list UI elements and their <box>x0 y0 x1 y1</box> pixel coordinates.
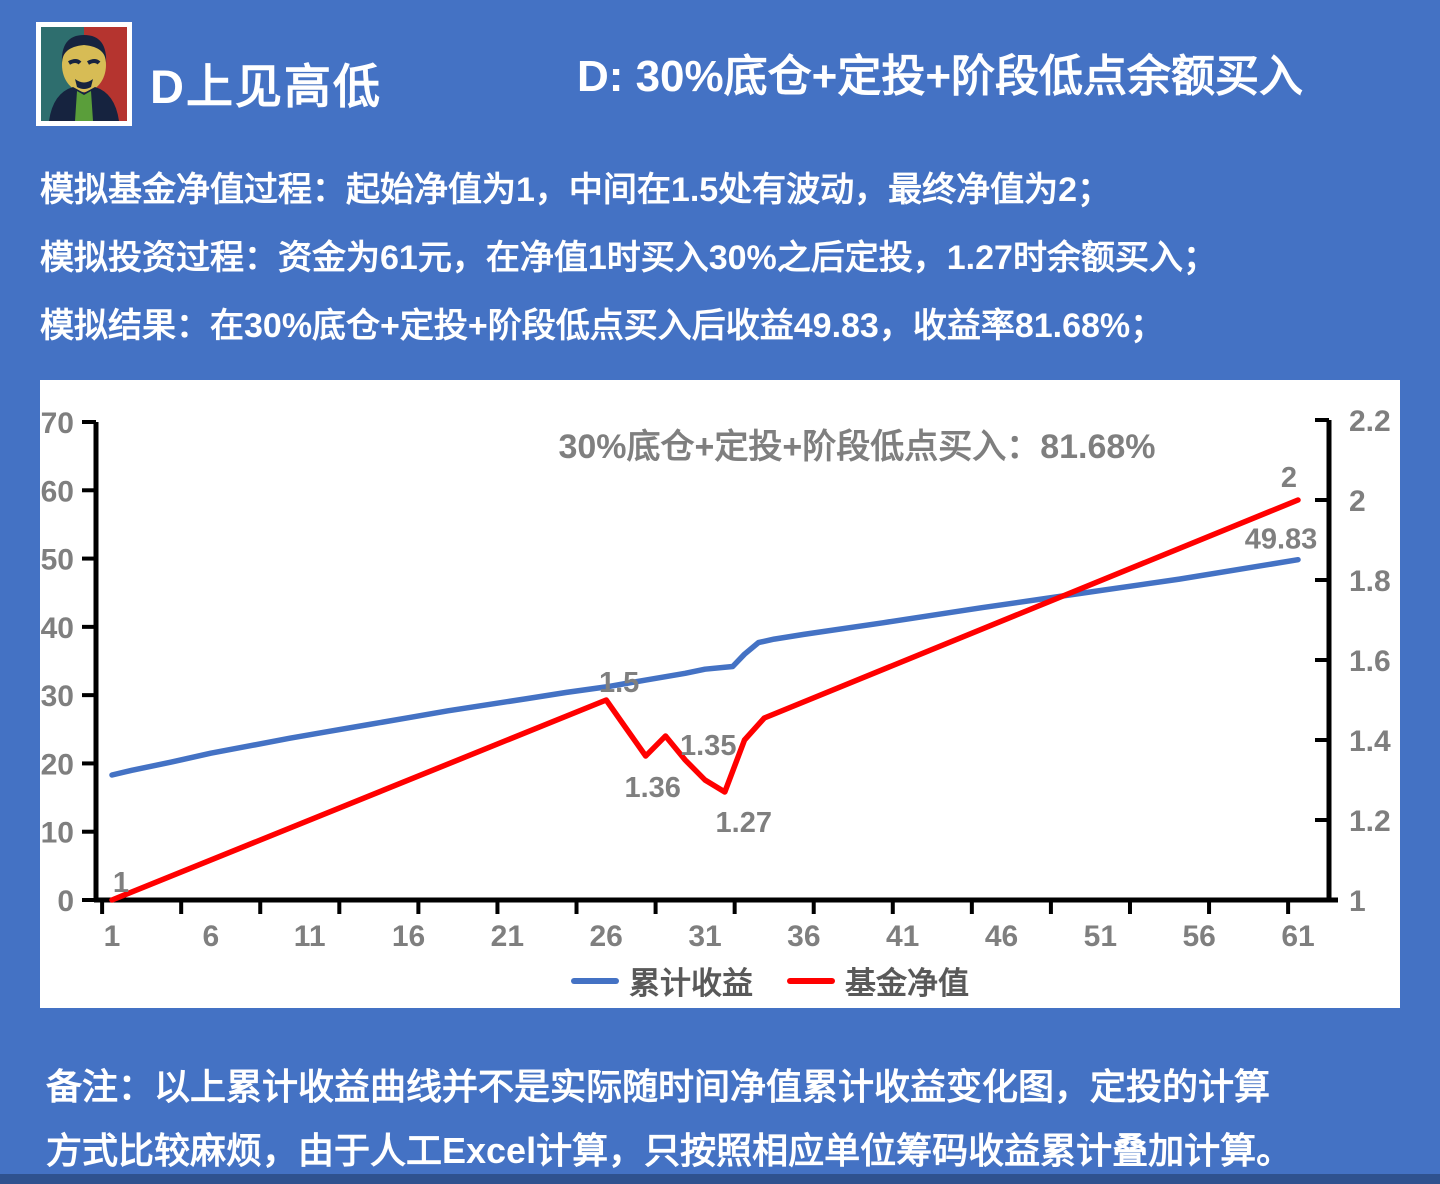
x-axis-label: 46 <box>985 920 1018 953</box>
x-axis-label: 16 <box>392 920 425 953</box>
description-line-2: 模拟投资过程：资金为61元，在净值1时买入30%之后定投，1.27时余额买入； <box>40 239 1217 277</box>
data-label: 1 <box>113 867 129 899</box>
right-axis-label: 1.6 <box>1349 645 1391 678</box>
legend-item-累计收益: 累计收益 <box>571 958 753 1003</box>
left-axis-label: 40 <box>41 612 74 645</box>
page-title: D: 30%底仓+定投+阶段低点余额买入 <box>576 52 1304 101</box>
legend-label: 累计收益 <box>629 966 753 1001</box>
note-line-1: 备注：以上累计收益曲线并不是实际随时间净值累计收益变化图，定投的计算 <box>46 1066 1271 1107</box>
description-line-1: 模拟基金净值过程：起始净值为1，中间在1.5处有波动，最终净值为2； <box>40 171 1112 209</box>
avatar <box>36 22 132 126</box>
data-label: 2 <box>1281 462 1297 494</box>
data-label: 1.35 <box>680 730 736 762</box>
left-axis-label: 10 <box>41 817 74 850</box>
legend-swatch <box>571 977 619 984</box>
data-label: 1.36 <box>624 772 680 804</box>
chart-legend: 累计收益 基金净值 <box>40 958 1400 1003</box>
legend-swatch <box>787 977 835 984</box>
x-axis-label: 11 <box>294 920 326 953</box>
x-axis-label: 41 <box>886 920 919 953</box>
data-label: 1.27 <box>716 807 772 839</box>
legend-label: 基金净值 <box>845 966 969 1001</box>
left-axis-label: 0 <box>57 885 74 918</box>
right-axis-label: 2.2 <box>1349 405 1391 438</box>
brand-title: D上见高低 <box>150 60 382 113</box>
left-axis-label: 60 <box>41 475 74 508</box>
x-axis-label: 31 <box>688 920 721 953</box>
series-line-累计收益 <box>109 556 1301 778</box>
x-axis-label: 21 <box>491 920 524 953</box>
description-line-3: 模拟结果：在30%底仓+定投+阶段低点买入后收益49.83，收益率81.68%； <box>40 307 1165 345</box>
left-axis-label: 50 <box>41 544 74 577</box>
x-axis-label: 51 <box>1084 920 1117 953</box>
series-line-基金净值 <box>109 497 1301 903</box>
right-axis-label: 1 <box>1349 885 1366 918</box>
x-axis-label: 26 <box>589 920 622 953</box>
right-axis-label: 1.8 <box>1349 565 1391 598</box>
x-axis-label: 1 <box>104 920 121 953</box>
left-axis-label: 30 <box>41 680 74 713</box>
right-axis-label: 2 <box>1349 485 1366 518</box>
note-line-2: 方式比较麻烦，由于人工Excel计算，只按照相应单位筹码收益累计叠加计算。 <box>46 1130 1293 1171</box>
x-axis-label: 61 <box>1281 920 1314 953</box>
chart-title: 30%底仓+定投+阶段低点买入：81.68% <box>558 427 1155 466</box>
right-axis-label: 1.4 <box>1349 725 1391 758</box>
left-axis-label: 20 <box>41 748 74 781</box>
bottom-accent-strip <box>0 1174 1440 1184</box>
right-axis-label: 1.2 <box>1349 805 1391 838</box>
line-chart: 30%底仓+定投+阶段低点买入：81.68% 0 10 20 30 40 50 60 70 1 1.… <box>41 405 1391 953</box>
x-axis-label: 56 <box>1182 920 1215 953</box>
data-label: 1.5 <box>599 667 639 699</box>
legend-item-基金净值: 基金净值 <box>787 958 969 1003</box>
left-axis-label: 70 <box>41 407 74 440</box>
x-axis-label: 36 <box>787 920 820 953</box>
data-label: 49.83 <box>1245 524 1318 556</box>
x-axis-label: 6 <box>202 920 219 953</box>
chart-panel: 30%底仓+定投+阶段低点买入：81.68% 0 10 20 30 40 50 60 70 1 1.… <box>40 380 1400 1008</box>
avatar-portrait-icon <box>41 27 127 121</box>
